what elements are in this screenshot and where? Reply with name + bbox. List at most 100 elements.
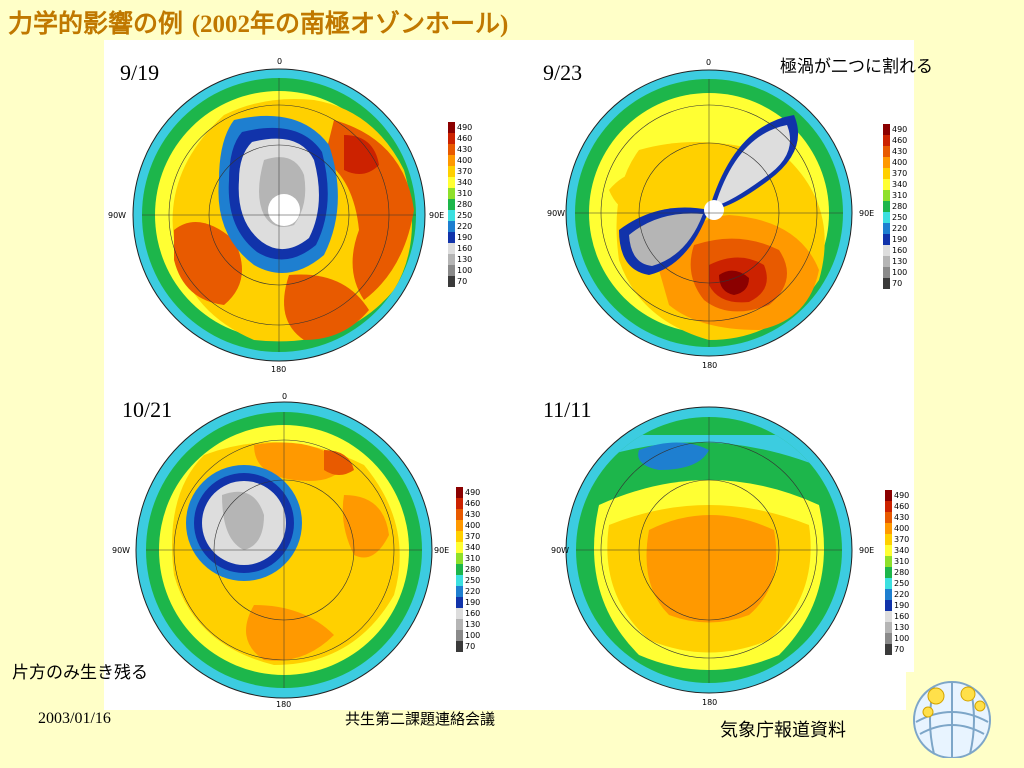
ozone-map-panel-4: 90W 90E 180 11/11 490 460 430 400 370 340 310 2… <box>509 375 914 710</box>
ozone-map-4: 90W 90E 180 <box>551 406 874 707</box>
legend-swatch <box>448 254 455 265</box>
legend-swatch <box>448 199 455 210</box>
legend-label: 70 <box>894 645 905 654</box>
legend-swatch <box>456 641 463 652</box>
legend-swatch <box>456 542 463 553</box>
legend-swatch <box>883 223 890 234</box>
legend-swatch <box>883 146 890 157</box>
legend-label: 160 <box>457 244 473 253</box>
legend-swatch <box>448 177 455 188</box>
axis-label-bottom-1: 180 <box>271 365 286 374</box>
legend-swatch <box>448 210 455 221</box>
legend-swatch <box>883 157 890 168</box>
legend-swatch <box>885 622 892 633</box>
axis-label-left-1: 90W <box>108 211 126 220</box>
axis-label-bottom-2: 180 <box>702 361 717 370</box>
ozone-map-1: 0 180 90W 90E <box>108 57 444 374</box>
legend-label: 490 <box>465 488 481 497</box>
legend-swatch <box>456 597 463 608</box>
legend-swatch <box>456 531 463 542</box>
legend-swatch <box>885 600 892 611</box>
legend-label: 130 <box>457 255 473 264</box>
legend-label: 490 <box>457 123 473 132</box>
legend-swatch <box>885 523 892 534</box>
legend-swatch <box>885 534 892 545</box>
ozone-map-panel-3: 0 180 90W 90E 10/21 490 460 430 400 370 340 31… <box>104 375 509 710</box>
legend-label: 220 <box>457 222 473 231</box>
legend-label: 370 <box>457 167 473 176</box>
annotation-vortex-split: 極渦が二つに割れる <box>780 57 933 77</box>
legend-label: 430 <box>892 147 908 156</box>
legend-label: 280 <box>465 565 481 574</box>
legend-swatch <box>456 553 463 564</box>
legend-swatch <box>885 501 892 512</box>
legend-label: 220 <box>465 587 481 596</box>
legend-swatch <box>885 567 892 578</box>
legend-label: 220 <box>892 224 908 233</box>
legend-label: 250 <box>894 579 910 588</box>
annotation-one-survives: 片方のみ生き残る <box>12 663 148 683</box>
legend-label: 310 <box>894 557 910 566</box>
legend-label: 400 <box>457 156 473 165</box>
axis-label-right-4: 90E <box>859 546 874 555</box>
legend-swatch <box>456 586 463 597</box>
legend-label: 430 <box>894 513 910 522</box>
legend-label: 430 <box>457 145 473 154</box>
legend-swatch <box>448 122 455 133</box>
axis-label-right-3: 90E <box>434 546 449 555</box>
legend-label: 100 <box>465 631 481 640</box>
panel-date-1: 9/19 <box>120 60 160 85</box>
panel-date-4: 11/11 <box>543 397 592 422</box>
legend-swatch <box>456 619 463 630</box>
legend-label: 190 <box>894 601 910 610</box>
slide-title-paren: (2002年の南極オゾンホール) <box>191 11 509 38</box>
panel-date-2: 9/23 <box>543 60 583 85</box>
legend-swatch <box>883 256 890 267</box>
legend-swatch <box>456 575 463 586</box>
legend-label: 400 <box>894 524 910 533</box>
axis-label-top-1: 0 <box>277 57 282 66</box>
axis-label-left-3: 90W <box>112 546 130 555</box>
legend-label: 280 <box>892 202 908 211</box>
legend-label: 250 <box>457 211 473 220</box>
legend-swatch <box>883 168 890 179</box>
legend-label: 220 <box>894 590 910 599</box>
legend-label: 70 <box>892 279 903 288</box>
legend-label: 310 <box>457 189 473 198</box>
legend-label: 400 <box>465 521 481 530</box>
legend-label: 280 <box>894 568 910 577</box>
ozone-map-3: 0 180 90W 90E <box>112 392 449 709</box>
axis-label-top-3: 0 <box>282 392 287 401</box>
footer-date: 2003/01/16 <box>38 710 111 727</box>
legend-swatch <box>883 179 890 190</box>
legend-swatch <box>456 487 463 498</box>
axis-label-right-2: 90E <box>859 209 874 218</box>
legend-label: 250 <box>892 213 908 222</box>
legend-label: 130 <box>892 257 908 266</box>
legend-swatch <box>448 133 455 144</box>
legend-label: 100 <box>894 634 910 643</box>
legend-label: 310 <box>465 554 481 563</box>
axis-label-right-1: 90E <box>429 211 444 220</box>
legend-label: 370 <box>894 535 910 544</box>
legend-label: 460 <box>892 136 908 145</box>
legend-label: 310 <box>892 191 908 200</box>
ozone-figure: 0 180 90W 90E 9/19 490 460 430 400 370 340 310… <box>104 40 914 710</box>
jma-logo-icon <box>906 672 998 758</box>
legend-swatch <box>456 608 463 619</box>
legend-swatch <box>883 278 890 289</box>
legend-label: 400 <box>892 158 908 167</box>
slide-title: 力学的影響の例 (2002年の南極オゾンホール) <box>8 4 508 40</box>
legend-swatch <box>448 265 455 276</box>
legend-label: 100 <box>892 268 908 277</box>
legend-swatch <box>883 212 890 223</box>
legend-swatch <box>883 124 890 135</box>
legend-label: 130 <box>894 623 910 632</box>
legend-label: 160 <box>894 612 910 621</box>
panel-date-3: 10/21 <box>122 397 173 422</box>
legend-label: 190 <box>892 235 908 244</box>
legend-swatch <box>456 498 463 509</box>
legend-label: 340 <box>894 546 910 555</box>
legend-swatch <box>885 611 892 622</box>
legend-swatch <box>448 232 455 243</box>
